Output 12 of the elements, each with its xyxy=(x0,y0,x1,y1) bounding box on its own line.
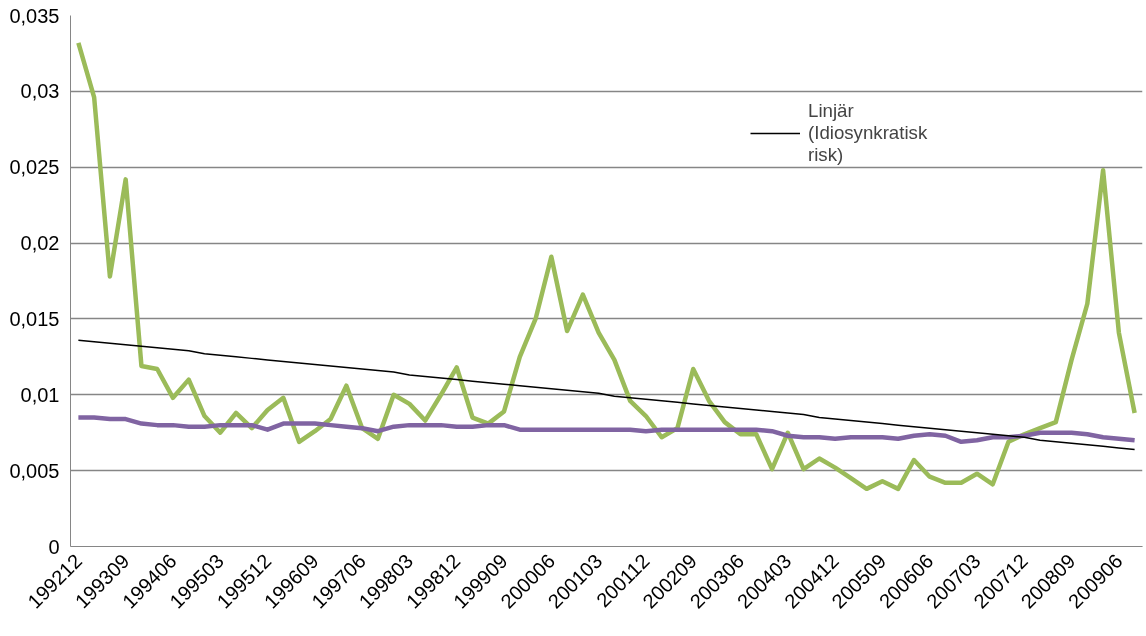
y-tick-label: 0,025 xyxy=(9,156,60,179)
y-tick-label: 0,01 xyxy=(20,383,60,406)
line-series xyxy=(76,40,1137,492)
y-tick-label: 0,03 xyxy=(20,80,60,103)
line-series xyxy=(76,415,1137,445)
y-tick-label: 0,02 xyxy=(20,232,60,255)
y-tick-label: 0 xyxy=(48,535,60,558)
y-tick-label: 0,015 xyxy=(9,307,60,330)
legend-label: Linjär (Idiosynkratisk risk) xyxy=(808,100,928,166)
y-tick-label: 0,005 xyxy=(9,459,60,482)
y-tick-label: 0,035 xyxy=(9,4,60,27)
line-series xyxy=(77,339,1136,451)
